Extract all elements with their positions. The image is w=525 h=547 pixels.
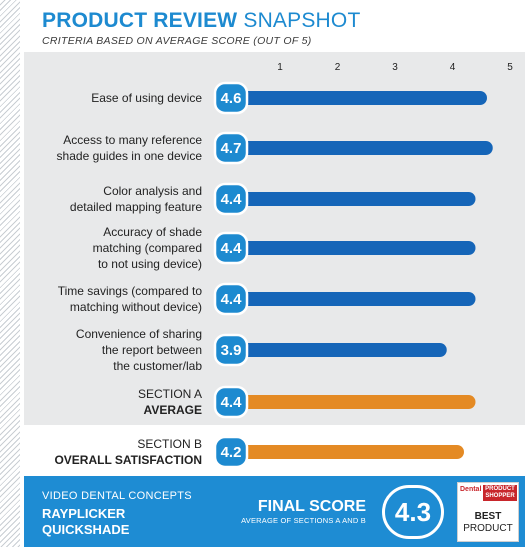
award-brand: Dental bbox=[460, 486, 482, 493]
final-score-title: FINAL SCORE bbox=[257, 498, 366, 515]
bar bbox=[224, 395, 476, 409]
award-product: PRODUCT bbox=[463, 523, 513, 534]
x-tick-label: 5 bbox=[507, 62, 513, 73]
bar bbox=[224, 91, 487, 105]
bar bbox=[224, 192, 476, 206]
category-label-line: Accuracy of shade bbox=[103, 225, 202, 239]
category-label-line: OVERALL SATISFACTION bbox=[54, 453, 202, 467]
data-label: 4.7 bbox=[221, 140, 242, 157]
bar bbox=[224, 292, 476, 306]
category-label: Color analysis and detailed mapping featu… bbox=[2, 183, 202, 215]
value-badge bbox=[213, 435, 249, 469]
value-badge bbox=[213, 131, 249, 165]
bar bbox=[224, 343, 447, 357]
category-label-line: Convenience of sharing bbox=[75, 327, 202, 341]
final-score-subtitle: AVERAGE OF SECTIONS A AND B bbox=[241, 516, 366, 525]
page-title: PRODUCT REVIEW SNAPSHOT bbox=[42, 9, 360, 33]
x-tick-label: 2 bbox=[335, 62, 341, 73]
value-badge bbox=[213, 282, 249, 316]
category-label-line: AVERAGE bbox=[143, 403, 202, 417]
value-badge bbox=[213, 385, 249, 419]
data-label: 4.4 bbox=[221, 394, 243, 411]
category-label-line: Ease of using device bbox=[91, 91, 202, 105]
section-a-panel bbox=[24, 52, 525, 425]
value-badge bbox=[213, 182, 249, 216]
data-label: 4.6 bbox=[221, 90, 242, 107]
page-subtitle: CRITERIA BASED ON AVERAGE SCORE (OUT OF … bbox=[42, 35, 312, 47]
final-score-badge: 4.3 bbox=[382, 485, 444, 539]
category-label-line: Color analysis and bbox=[103, 184, 202, 198]
x-tick-label: 3 bbox=[392, 62, 398, 73]
category-label-line: Time savings (compared to bbox=[57, 284, 202, 298]
category-label: Time savings (compared to matching withou… bbox=[2, 283, 202, 315]
category-label-line: to not using device) bbox=[97, 257, 202, 271]
title-light: SNAPSHOT bbox=[243, 9, 361, 32]
x-tick-label: 4 bbox=[450, 62, 456, 73]
x-tick-label: 1 bbox=[277, 62, 283, 73]
product-name: RAYPLICKER QUICKSHADE bbox=[42, 506, 130, 537]
category-label-line: detailed mapping feature bbox=[69, 200, 202, 214]
value-badge bbox=[213, 81, 249, 115]
data-label: 4.4 bbox=[221, 191, 243, 208]
category-label: Ease of using device bbox=[2, 90, 202, 106]
data-label: 4.4 bbox=[221, 240, 243, 257]
title-bold: PRODUCT REVIEW bbox=[42, 9, 238, 32]
category-label: SECTION B OVERALL SATISFACTION bbox=[2, 436, 202, 468]
category-label: Access to many reference shade guides in … bbox=[2, 132, 202, 164]
category-label: Convenience of sharing the report between… bbox=[2, 326, 202, 374]
data-label: 4.4 bbox=[221, 291, 243, 308]
category-label-line: SECTION B bbox=[137, 437, 202, 451]
company-name: VIDEO DENTAL CONCEPTS bbox=[42, 490, 192, 502]
category-label: Accuracy of shade matching (compared to no… bbox=[2, 224, 202, 272]
data-label: 3.9 bbox=[221, 342, 242, 359]
value-badge bbox=[213, 333, 249, 367]
data-label: 4.2 bbox=[221, 444, 242, 461]
award-brand-tag: PRODUCT SHOPPER bbox=[483, 485, 517, 501]
value-badge bbox=[213, 231, 249, 265]
category-label-line: SECTION A bbox=[137, 387, 202, 401]
category-label-line: the report between bbox=[101, 343, 202, 357]
best-product-award: Dental PRODUCT SHOPPER BEST PRODUCT bbox=[457, 482, 519, 542]
category-label-line: shade guides in one device bbox=[56, 149, 202, 163]
category-label-line: the customer/lab bbox=[113, 359, 202, 373]
category-label: SECTION A AVERAGE bbox=[2, 386, 202, 418]
category-label-line: matching without device) bbox=[69, 300, 202, 314]
category-label-line: matching (compared bbox=[92, 241, 202, 255]
bar bbox=[224, 141, 493, 155]
award-best: BEST bbox=[474, 511, 502, 522]
category-label-line: Access to many reference bbox=[63, 133, 202, 147]
bar bbox=[224, 241, 476, 255]
hatch-border bbox=[0, 0, 20, 547]
bar bbox=[224, 445, 464, 459]
